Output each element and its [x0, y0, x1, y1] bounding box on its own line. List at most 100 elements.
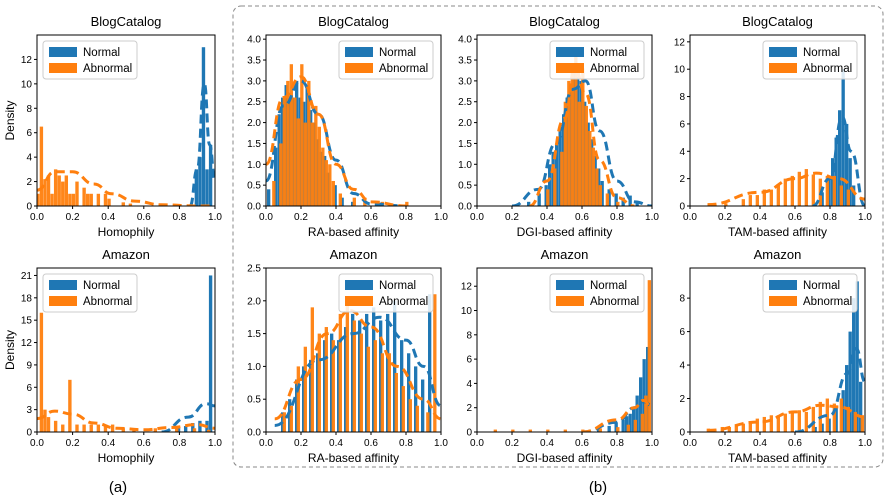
normal-bar	[191, 423, 195, 432]
x-axis-label: RA-based affinity	[308, 225, 399, 239]
legend-label-abnormal: Abnormal	[590, 296, 639, 308]
x-tick-label: 0.8	[172, 212, 186, 223]
legend-label-abnormal: Abnormal	[83, 296, 132, 308]
chart-title: Amazon	[541, 247, 589, 262]
abnormal-bar	[96, 424, 101, 432]
axes-frame	[689, 34, 866, 207]
normal-bar	[421, 379, 425, 432]
abnormal-bar	[46, 417, 51, 432]
x-tick-label: 0.0	[683, 212, 697, 223]
abnormal-bar	[846, 406, 850, 432]
abnormal-bar	[570, 68, 574, 206]
y-tick-label: 3	[26, 405, 32, 416]
abnormal-bar	[82, 424, 86, 432]
abnormal-bar	[282, 412, 286, 432]
x-tick-label: 0.2	[505, 212, 519, 223]
abnormal-bar	[289, 64, 293, 206]
abnormal-bar	[352, 320, 356, 432]
abnormal-bar	[616, 201, 620, 206]
y-tick-label: 2	[466, 403, 472, 414]
normal-kde-line	[266, 79, 407, 206]
abnormal-kde-line	[266, 75, 407, 206]
x-tick-label: 1.0	[208, 212, 222, 223]
abnormal-bar	[61, 181, 65, 206]
y-tick-label: 2.0	[247, 118, 261, 129]
abnormal-bar	[272, 180, 276, 206]
y-tick-label: 8	[679, 294, 685, 305]
abnormal-bar	[310, 307, 314, 432]
y-tick-label: 4.0	[247, 35, 261, 46]
abnormal-bar	[783, 413, 787, 432]
abnormal-bar	[89, 424, 93, 432]
normal-bar	[183, 426, 188, 432]
y-tick-label: 2.5	[458, 97, 472, 108]
abnormal-bar	[776, 184, 780, 206]
x-tick-label: 0.4	[329, 438, 343, 449]
abnormal-bar	[50, 193, 54, 206]
abnormal-bar	[75, 424, 79, 432]
legend-swatch-abnormal	[345, 63, 373, 73]
y-tick-label: 4	[466, 379, 472, 390]
normal-bar	[827, 178, 831, 206]
abnormal-bar	[192, 428, 197, 432]
chart-b5: 0.0 0.2 0.4 0.6 0.8 1.0 0 2 4 6 8 10 12 Amazon DGI-bas…	[461, 247, 660, 465]
abnormal-bar	[64, 175, 69, 206]
axes-frame	[265, 34, 442, 207]
abnormal-bar	[741, 199, 745, 206]
legend-swatch-normal	[345, 280, 373, 290]
abnormal-bar	[748, 421, 752, 432]
abnormal-bar	[783, 178, 787, 206]
abnormal-bar	[797, 171, 801, 206]
abnormal-bar	[61, 424, 65, 432]
y-tick-label: 0.5	[247, 395, 261, 406]
abnormal-bar	[797, 410, 801, 432]
x-tick-label: 0.0	[259, 212, 273, 223]
normal-bar	[205, 169, 209, 206]
abnormal-bar	[103, 193, 108, 206]
x-tick-label: 0.4	[540, 212, 554, 223]
plot-area	[511, 55, 652, 206]
x-tick-label: 0.8	[172, 438, 186, 449]
legend-label-normal: Normal	[803, 47, 840, 59]
x-tick-label: 0.8	[823, 212, 837, 223]
abnormal-bar	[380, 353, 384, 432]
chart-title: BlogCatalog	[91, 14, 162, 29]
abnormal-bar	[860, 415, 864, 432]
x-tick-label: 0.0	[470, 438, 484, 449]
x-tick-label: 0.2	[294, 212, 308, 223]
normal-bar	[820, 192, 824, 206]
normal-bar	[414, 366, 418, 432]
x-tick-label: 0.8	[399, 212, 413, 223]
normal-bar	[820, 423, 824, 432]
abnormal-bar	[321, 147, 325, 206]
abnormal-bar	[317, 333, 321, 432]
legend: Normal Abnormal	[549, 273, 645, 313]
abnormal-bar	[307, 80, 311, 206]
normal-bar	[600, 180, 604, 206]
x-tick-label: 0.6	[788, 438, 802, 449]
abnormal-bar	[574, 55, 578, 206]
chart-b3: 0.0 0.2 0.4 0.6 0.8 1.0 0 2 4 6 8 10 12 BlogCatalog TA…	[674, 14, 873, 239]
abnormal-bar	[121, 428, 125, 432]
abnormal-bar	[282, 97, 286, 206]
abnormal-bar	[755, 195, 759, 206]
abnormal-bar	[345, 300, 349, 432]
plot-area	[493, 280, 652, 432]
y-tick-label: 1.5	[247, 329, 261, 340]
abnormal-bar	[644, 395, 648, 432]
y-tick-label: 6	[26, 383, 32, 394]
abnormal-bar	[832, 403, 836, 432]
normal-bar	[201, 47, 206, 206]
abnormal-bar	[762, 416, 766, 432]
plot-area	[37, 47, 215, 206]
normal-bar	[848, 331, 852, 432]
axes-frame	[36, 34, 216, 207]
normal-bar	[194, 169, 199, 206]
abnormal-kde-line	[529, 66, 635, 206]
abnormal-bar	[563, 101, 567, 206]
x-tick-label: 0.4	[753, 212, 767, 223]
x-tick-label: 0.2	[718, 438, 732, 449]
abnormal-bar	[331, 180, 335, 206]
x-axis-label: RA-based affinity	[308, 451, 399, 465]
axes-frame	[265, 267, 442, 433]
